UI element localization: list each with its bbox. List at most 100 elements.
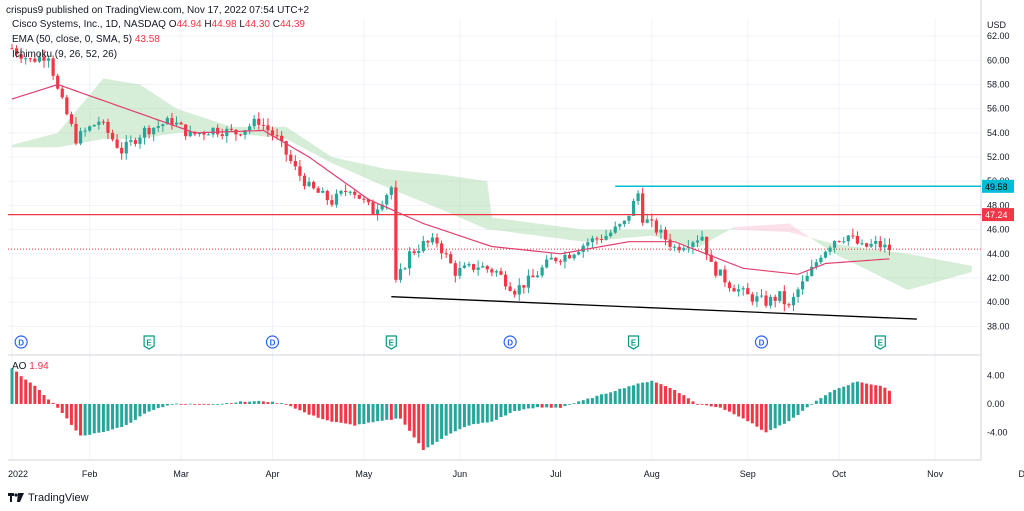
cloud-segment xyxy=(916,255,922,288)
earnings-icon xyxy=(385,335,397,350)
close-value: 44.39 xyxy=(279,19,305,30)
cloud-segment xyxy=(903,253,908,291)
candle-body xyxy=(855,235,860,244)
candle-body xyxy=(220,134,224,137)
ao-legend[interactable]: AO 1.94 xyxy=(12,361,49,372)
ema-legend[interactable]: EMA (50, close, 0, SMA, 5) 43.58 xyxy=(12,34,160,45)
ao-bar xyxy=(298,403,302,411)
ao-bar xyxy=(778,403,782,426)
cloud-segment xyxy=(464,177,469,222)
candle-body xyxy=(88,126,92,131)
ao-bar xyxy=(47,399,51,404)
ao-bar xyxy=(764,403,768,433)
support-trendline xyxy=(391,296,917,320)
ao-bar xyxy=(24,379,28,404)
candle-body xyxy=(526,275,531,288)
time-tick-label: 2022 xyxy=(8,469,28,479)
candle-body xyxy=(663,229,668,240)
candle-body xyxy=(842,241,846,243)
ao-bar xyxy=(179,403,183,405)
cloud-segment xyxy=(555,225,561,239)
candle-body xyxy=(339,190,343,194)
ichimoku-legend[interactable]: Ichimoku (9, 26, 52, 26) xyxy=(12,49,117,60)
ao-bar xyxy=(554,403,558,408)
ao-bar xyxy=(787,403,791,422)
price-tick-label: 52.00 xyxy=(987,152,1010,162)
ao-bar xyxy=(120,403,124,428)
ao-bar xyxy=(380,403,384,421)
tradingview-icon xyxy=(8,493,24,502)
candle-body xyxy=(97,121,101,125)
candle-body xyxy=(353,191,357,195)
candle-body xyxy=(791,296,796,306)
cloud-segment xyxy=(948,261,954,279)
cloud-segment xyxy=(957,263,963,276)
price-tick-label: 38.00 xyxy=(987,321,1010,331)
candle-body xyxy=(613,226,617,233)
ao-bar xyxy=(485,403,489,423)
candle-body xyxy=(124,141,128,154)
cloud-segment xyxy=(884,250,890,281)
candle-body xyxy=(403,268,407,270)
candle-body xyxy=(494,271,499,273)
time-tick-label: Nov xyxy=(927,469,944,479)
candle-body xyxy=(764,295,768,306)
candle-body xyxy=(837,241,841,243)
drawings[interactable] xyxy=(8,185,981,320)
ao-bar xyxy=(842,386,846,404)
ao-bar xyxy=(334,403,338,423)
candle-body xyxy=(60,88,64,98)
candle-body xyxy=(586,242,590,246)
ao-tick-label: 0.00 xyxy=(987,399,1005,409)
ao-bar xyxy=(266,402,270,404)
cloud-segment xyxy=(816,239,821,245)
candle-body xyxy=(727,282,732,289)
candle-body xyxy=(147,127,151,135)
candle-body xyxy=(682,248,686,251)
cloud-segment xyxy=(144,87,150,139)
ao-bar xyxy=(545,403,549,408)
ao-bar xyxy=(115,403,119,428)
ao-bar xyxy=(453,403,457,432)
cloud-segment xyxy=(820,240,826,248)
ao-bar xyxy=(645,382,649,404)
ao-bar xyxy=(79,403,83,436)
candle-body xyxy=(78,131,83,144)
ao-bar xyxy=(622,388,626,404)
candle-body xyxy=(238,134,243,136)
candle-body xyxy=(334,193,339,205)
cloud-segment xyxy=(811,238,817,242)
time-tick-label: Feb xyxy=(82,469,98,479)
ao-bar xyxy=(65,403,69,419)
tradingview-logo[interactable]: TradingView xyxy=(8,492,89,504)
candle-body xyxy=(453,263,457,276)
symbol-title[interactable]: Cisco Systems, Inc., 1D, NASDAQ xyxy=(12,19,166,30)
cloud-segment xyxy=(560,226,565,240)
candlestick-series[interactable] xyxy=(10,44,892,312)
time-axis[interactable]: 2022 Feb Mar Apr May Jun Jul Aug Sep Oct Nov Dec xyxy=(8,469,1024,479)
cloud-segment xyxy=(437,174,442,210)
ao-bar xyxy=(686,398,690,404)
cloud-segment xyxy=(57,127,63,148)
candle-body xyxy=(412,251,416,253)
cloud-segment xyxy=(423,172,428,205)
candle-body xyxy=(156,126,160,128)
ao-bar xyxy=(97,403,101,433)
ao-bar xyxy=(394,403,398,419)
cloud-segment xyxy=(446,175,451,214)
candle-body xyxy=(65,97,69,115)
ao-bar xyxy=(855,381,859,404)
ao-bar xyxy=(220,403,224,405)
candle-body xyxy=(691,242,695,248)
ao-bar xyxy=(874,385,878,404)
price-axis[interactable]: USD62.0060.0058.0056.0054.0052.0050.0048… xyxy=(982,20,1014,437)
ao-bar xyxy=(540,403,544,408)
ao-tick-label: -4.00 xyxy=(987,427,1008,437)
ao-bar xyxy=(188,403,192,405)
cloud-segment xyxy=(532,222,538,236)
cloud-segment xyxy=(619,229,625,239)
ao-bar xyxy=(490,403,494,422)
ema-value: 43.58 xyxy=(134,34,160,45)
